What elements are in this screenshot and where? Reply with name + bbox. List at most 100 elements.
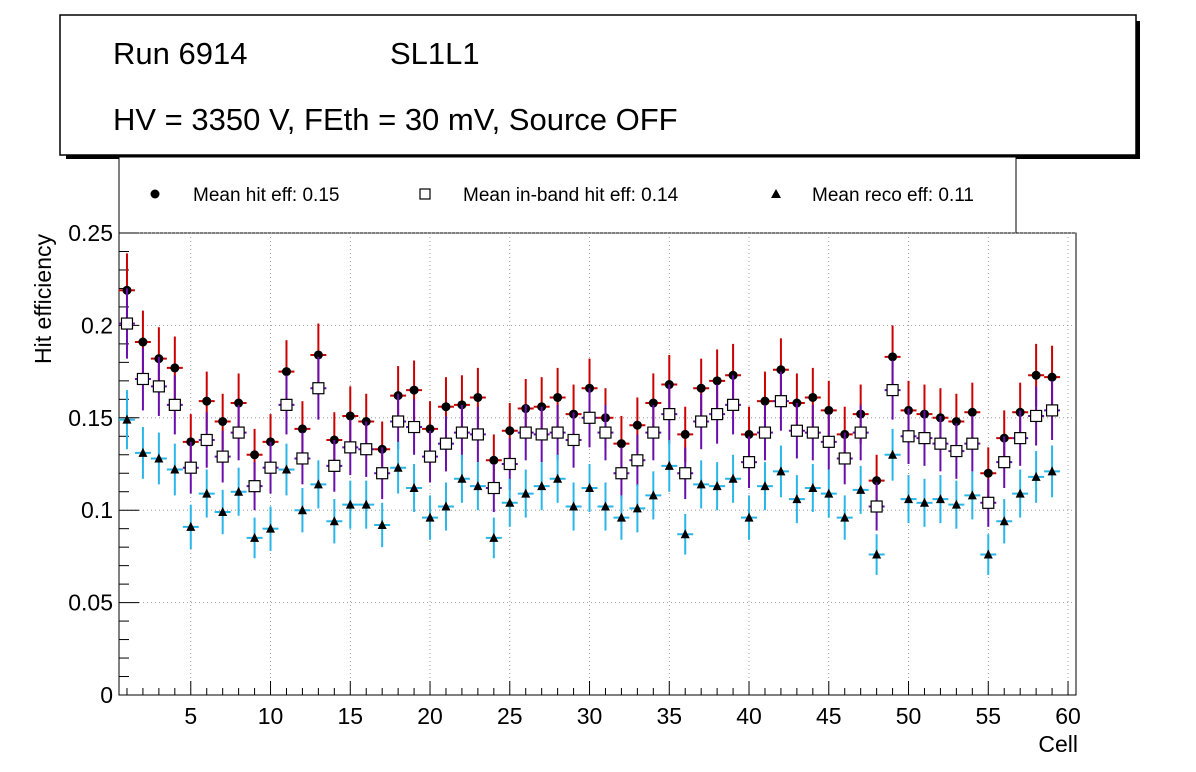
hit-eff-point bbox=[409, 385, 419, 395]
reco-eff-point bbox=[600, 501, 610, 511]
reco-eff-point bbox=[840, 512, 850, 522]
hit-eff-point bbox=[313, 350, 323, 360]
inband-eff-point bbox=[663, 408, 676, 421]
reco-eff-point bbox=[234, 486, 244, 496]
reco-eff-point bbox=[329, 516, 339, 526]
inband-eff-point bbox=[726, 398, 740, 411]
reco-eff-point bbox=[776, 466, 786, 476]
reco-eff-point bbox=[313, 479, 323, 489]
inband-eff-point bbox=[870, 500, 883, 513]
legend-hit-label: Mean hit eff: 0.15 bbox=[193, 185, 339, 206]
inband-eff-point bbox=[806, 426, 819, 439]
inband-eff-point bbox=[360, 443, 373, 456]
reco-eff-point bbox=[744, 512, 754, 522]
x-tick-label: 45 bbox=[816, 703, 842, 729]
reco-eff-point bbox=[505, 497, 515, 507]
x-tick-label: 15 bbox=[337, 703, 363, 729]
inband-eff-point bbox=[615, 467, 628, 480]
inband-eff-point bbox=[695, 415, 708, 428]
inband-eff-point bbox=[599, 426, 612, 439]
hit-eff-point bbox=[1047, 372, 1057, 382]
reco-eff-point bbox=[569, 501, 579, 511]
reco-eff-point bbox=[983, 549, 993, 559]
reco-eff-point bbox=[1015, 488, 1025, 498]
y-tick-label: 0.15 bbox=[68, 405, 113, 431]
hit-eff-point bbox=[776, 365, 786, 375]
reco-eff-point bbox=[824, 488, 834, 498]
inband-eff-point bbox=[774, 395, 788, 408]
reco-eff-point bbox=[441, 501, 451, 511]
y-tick-label: 0 bbox=[100, 682, 113, 708]
x-tick-label: 55 bbox=[975, 703, 1001, 729]
reco-eff-point bbox=[696, 479, 706, 489]
inband-eff-point bbox=[758, 426, 772, 439]
inband-eff-point bbox=[152, 380, 165, 393]
reco-eff-point bbox=[1031, 471, 1041, 481]
hit-eff-point bbox=[951, 416, 961, 426]
conditions-label: HV = 3350 V, FEth = 30 mV, Source OFF bbox=[113, 102, 678, 137]
y-tick-label: 0.2 bbox=[81, 312, 113, 338]
inband-eff-point bbox=[854, 426, 867, 439]
inband-eff-point bbox=[838, 452, 851, 465]
hit-eff-point bbox=[505, 426, 515, 436]
x-tick-label: 35 bbox=[656, 703, 682, 729]
hit-eff-point bbox=[218, 416, 228, 426]
reco-eff-point bbox=[951, 499, 961, 509]
inband-eff-point bbox=[407, 420, 421, 434]
hit-eff-point bbox=[345, 411, 355, 421]
inband-eff-point bbox=[248, 480, 261, 493]
reco-eff-point bbox=[872, 549, 882, 559]
y-axis-label: Hit efficiency bbox=[30, 234, 56, 364]
reco-eff-point bbox=[712, 481, 722, 491]
reco-eff-point bbox=[266, 523, 276, 533]
axes: 5 10 15 20 25 30 35 40 45 50 55 60 0 0.05 0.1 0.15 0.2 0.… bbox=[68, 220, 1081, 729]
inband-eff-point bbox=[647, 426, 660, 439]
inband-eff-point bbox=[280, 398, 293, 411]
inband-eff-point bbox=[1045, 404, 1059, 417]
inband-eff-point bbox=[264, 461, 277, 474]
x-tick-label: 60 bbox=[1055, 703, 1081, 729]
reco-eff-point bbox=[537, 481, 547, 491]
inband-eff-point bbox=[1014, 432, 1027, 445]
inband-eff-point bbox=[679, 467, 692, 480]
inband-eff-point bbox=[950, 444, 963, 458]
hit-eff-point bbox=[696, 383, 706, 393]
hit-eff-point bbox=[744, 429, 754, 439]
inband-eff-point bbox=[711, 408, 724, 421]
reco-eff-point bbox=[473, 481, 483, 491]
reco-eff-point bbox=[728, 473, 738, 483]
inband-eff-point bbox=[966, 437, 979, 450]
hit-eff-point bbox=[632, 420, 642, 430]
inband-eff-point bbox=[934, 437, 947, 450]
grid bbox=[119, 232, 1076, 695]
hit-eff-point bbox=[680, 429, 690, 439]
legend-hit-marker bbox=[150, 189, 160, 199]
reco-eff-point bbox=[250, 532, 260, 542]
reco-eff-point bbox=[616, 512, 626, 522]
layer-label: SL1L1 bbox=[390, 36, 480, 71]
reco-eff-point bbox=[680, 529, 690, 539]
x-tick-label: 40 bbox=[736, 703, 762, 729]
inband-eff-point bbox=[376, 467, 389, 480]
inband-eff-point bbox=[487, 481, 500, 495]
run-label: Run 6914 bbox=[113, 36, 247, 71]
inband-eff-point bbox=[216, 450, 229, 463]
reco-eff-point bbox=[904, 494, 914, 504]
hit-eff-point bbox=[441, 402, 451, 412]
legend-entry-reco: Mean reco eff: 0.11 bbox=[771, 185, 974, 206]
reco-eff-point bbox=[297, 505, 307, 515]
inband-eff-point bbox=[902, 430, 915, 443]
reco-eff-point bbox=[967, 490, 977, 500]
reco-eff-point bbox=[489, 532, 499, 542]
inband-eff-point bbox=[583, 411, 596, 424]
series-triangle bbox=[119, 390, 1061, 575]
reco-eff-point bbox=[553, 473, 563, 483]
legend-reco-label: Mean reco eff: 0.11 bbox=[812, 185, 974, 206]
hit-eff-point bbox=[888, 352, 898, 362]
hit-eff-point bbox=[616, 439, 626, 449]
inband-eff-point bbox=[392, 415, 405, 428]
inband-eff-point bbox=[232, 426, 245, 439]
reco-eff-point bbox=[521, 488, 531, 498]
reco-eff-point bbox=[345, 499, 355, 509]
inband-eff-point bbox=[1030, 409, 1043, 423]
